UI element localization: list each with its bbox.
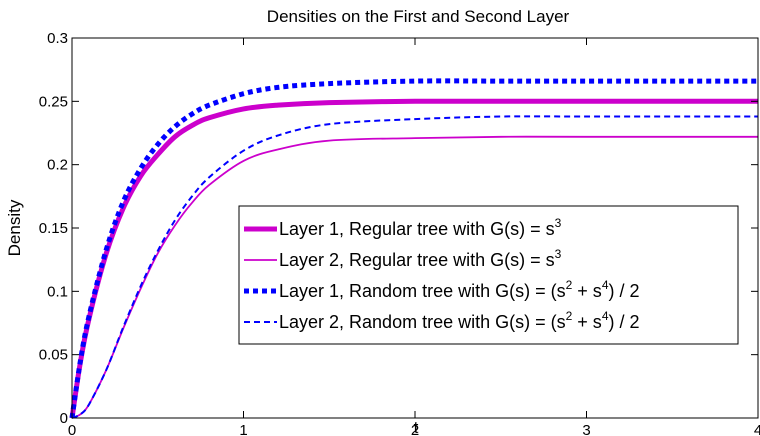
- legend-box: [238, 205, 739, 345]
- y-tick-label: 0.2: [47, 157, 68, 174]
- y-tick-label: 0.3: [47, 30, 68, 47]
- y-tick-label: 0.25: [39, 93, 68, 110]
- y-axis-label: Density: [5, 199, 24, 256]
- x-tick-label: 2: [411, 422, 419, 436]
- series-line-2: [71, 135, 759, 419]
- y-tick-label: 0: [60, 410, 68, 427]
- ticks-layer: 0 1 2 3 4 0 0.05 0.1 0.15 0.2 0.25 0.3: [39, 30, 760, 436]
- legend: Layer 1, Regular tree with G(s) = s3 Laye…: [238, 205, 739, 345]
- x-tick-label: 0: [68, 422, 76, 436]
- y-tick-label: 0.05: [39, 347, 68, 364]
- x-axis-label: t: [414, 418, 419, 436]
- series-line-1: [69, 98, 758, 419]
- chart-title: Densities on the First and Second Layer: [267, 7, 570, 26]
- series-line-3: [69, 78, 758, 419]
- x-tick-label: 4: [754, 422, 760, 436]
- series-line-4: [71, 115, 758, 419]
- y-tick-label: 0.1: [47, 283, 68, 300]
- x-tick-label: 1: [239, 422, 247, 436]
- legend-label-1: Layer 1, Regular tree with G(s) = s3: [279, 216, 562, 239]
- y-tick-label: 0.15: [39, 220, 68, 237]
- series-layer: [69, 78, 759, 419]
- x-tick-label: 3: [582, 422, 590, 436]
- legend-label-3: Layer 1, Random tree with G(s) = (s2 + s…: [279, 278, 640, 301]
- legend-label-2: Layer 2, Regular tree with G(s) = s3: [279, 247, 562, 270]
- legend-label-4: Layer 2, Random tree with G(s) = (s2 + s…: [279, 309, 640, 332]
